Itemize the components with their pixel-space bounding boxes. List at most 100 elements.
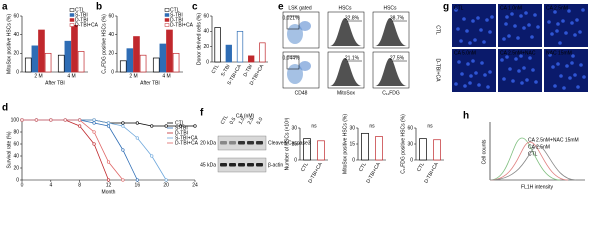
point xyxy=(92,142,96,146)
cell xyxy=(565,64,569,68)
bar xyxy=(24,57,32,73)
x-tick-label: 24 xyxy=(192,182,198,188)
legend-label: CTL xyxy=(175,120,185,126)
cell xyxy=(502,37,506,41)
cell xyxy=(553,10,557,14)
cell xyxy=(578,30,582,34)
cell xyxy=(460,72,464,76)
bar xyxy=(248,55,255,63)
point xyxy=(121,148,125,152)
cell xyxy=(454,82,458,86)
cell xyxy=(485,18,489,22)
flow-histogram xyxy=(330,58,362,86)
bar xyxy=(225,44,232,63)
micro-tile xyxy=(452,49,496,92)
legend-label: S-TBI+CA xyxy=(175,135,198,141)
legend-label: D-TBI xyxy=(75,17,88,23)
cell xyxy=(479,28,483,32)
cell xyxy=(522,66,526,70)
survival-line xyxy=(22,119,124,181)
cell xyxy=(524,11,528,15)
point xyxy=(78,118,82,122)
y-tick-label: 15 xyxy=(349,141,355,147)
point xyxy=(121,124,125,128)
cell xyxy=(471,59,475,63)
lane-label: 0.5 xyxy=(229,116,238,125)
bar xyxy=(126,48,134,73)
legend-swatch xyxy=(69,8,75,12)
bar xyxy=(38,29,45,73)
y-axis-label: C₁₁FDG positive HSCs (%) xyxy=(400,114,406,174)
y-tick-label: 0 xyxy=(111,69,114,75)
cell xyxy=(480,61,484,65)
cell xyxy=(570,21,574,25)
tile-label: CA 5.0nM xyxy=(454,50,476,56)
bar xyxy=(152,57,160,73)
x-tick-label: 4 M xyxy=(162,73,170,79)
cell xyxy=(550,32,554,36)
bar xyxy=(317,140,325,161)
flow-axis-label: CD48 xyxy=(295,90,308,96)
legend-swatch xyxy=(164,13,170,17)
band xyxy=(256,141,263,145)
bar xyxy=(259,42,266,63)
y-axis-label: Number of HSCs (×10³) xyxy=(284,117,290,170)
legend-swatch xyxy=(164,8,170,12)
point xyxy=(92,118,96,122)
band xyxy=(238,141,245,145)
point xyxy=(135,178,139,182)
tile-label: CTL xyxy=(454,5,464,11)
y-tick-label: 100 xyxy=(11,117,20,123)
flow-column-title: HSCs xyxy=(338,5,352,11)
y-tick-label: 40 xyxy=(13,153,19,159)
legend-label: D-TBI+CA xyxy=(170,22,194,28)
point xyxy=(121,121,125,125)
x-axis-label: Month xyxy=(102,189,116,194)
panel-label: c xyxy=(192,2,198,13)
band xyxy=(229,141,236,145)
cell xyxy=(553,84,557,88)
bar xyxy=(303,138,311,161)
flow-curve xyxy=(489,145,577,181)
cell xyxy=(476,16,480,20)
flow-percent: 21.1% xyxy=(345,55,360,61)
y-tick-label: 60 xyxy=(108,13,114,19)
flow-row-label: CTL xyxy=(435,25,441,35)
point xyxy=(106,124,111,128)
x-tick-label: CTL xyxy=(300,161,310,172)
cell xyxy=(457,60,461,64)
cell xyxy=(465,29,469,33)
y-axis-label: Donor derived cells (%) xyxy=(196,13,202,65)
point xyxy=(135,136,139,140)
panel-label: g xyxy=(443,2,449,13)
cell xyxy=(520,81,524,85)
cell xyxy=(568,76,572,80)
cell xyxy=(471,19,475,23)
x-tick-label: CTL xyxy=(211,63,221,74)
cell xyxy=(528,56,532,60)
y-tick-label: 80 xyxy=(13,129,19,135)
point xyxy=(150,154,154,158)
legend-swatch xyxy=(69,13,75,17)
x-tick-label: 0 xyxy=(21,182,24,188)
point xyxy=(63,118,67,122)
flow-percent: 0.021% xyxy=(283,15,301,21)
x-tick-label: 16 xyxy=(135,182,141,188)
flow-axis-label: C₁₁FDG xyxy=(382,90,400,96)
point xyxy=(106,160,111,164)
cell xyxy=(505,15,509,19)
y-tick-label: 20 xyxy=(13,51,19,57)
legend-label: D-TBI xyxy=(170,17,183,23)
point xyxy=(106,121,111,125)
bar xyxy=(159,43,167,73)
x-tick-label: 2 M xyxy=(129,73,137,79)
cell xyxy=(502,77,506,81)
flow-column-title: HSCs xyxy=(383,5,397,11)
legend-label: CTL xyxy=(75,7,85,13)
band-label: β-actin xyxy=(268,162,283,168)
flow-cloud xyxy=(299,21,311,31)
legend-swatch xyxy=(164,18,170,22)
legend-label: D-TBI+CA xyxy=(75,22,99,28)
cell xyxy=(582,75,586,79)
point xyxy=(164,124,168,128)
